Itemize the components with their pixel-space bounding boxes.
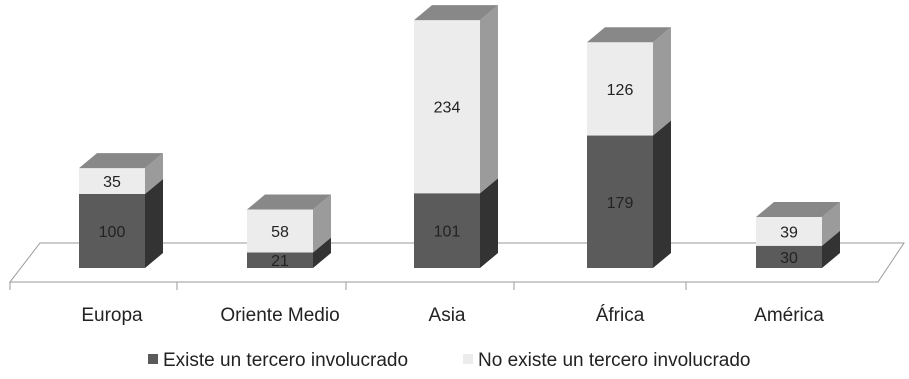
- legend-swatch-existe: [148, 354, 158, 364]
- data-label-existe-3: 179: [607, 195, 634, 212]
- data-label-existe-4: 30: [780, 250, 798, 267]
- bar-no-existe-3: [587, 42, 653, 136]
- bar-side-no-existe-2: [480, 5, 498, 194]
- legend-swatch-no-existe: [463, 354, 473, 364]
- data-label-no-existe-3: 126: [607, 82, 634, 99]
- bar-existe-2: [414, 193, 480, 268]
- data-label-existe-2: 101: [434, 224, 461, 241]
- bar-top-0: [79, 153, 163, 169]
- bar-side-no-existe-4: [822, 201, 840, 246]
- bar-side-existe-2: [480, 178, 498, 268]
- bar-existe-0: [79, 194, 145, 268]
- bar-stack-3: 179 126: [587, 27, 671, 268]
- data-label-no-existe-2: 234: [434, 100, 461, 117]
- data-label-no-existe-0: 35: [103, 174, 121, 191]
- data-label-existe-1: 21: [271, 253, 289, 270]
- bar-side-no-existe-1: [313, 194, 331, 253]
- bar-top-4: [756, 201, 840, 217]
- bar-stack-2: 101 234: [414, 5, 498, 268]
- bar-top-1: [247, 194, 331, 210]
- bar-no-existe-0: [79, 168, 145, 194]
- bar-top-3: [587, 27, 671, 43]
- bar-top-2: [414, 5, 498, 21]
- bar-side-existe-0: [145, 179, 163, 268]
- category-label-2: Asia: [429, 305, 466, 326]
- bar-existe-3: [587, 135, 653, 268]
- bar-side-no-existe-3: [653, 27, 671, 136]
- bar-existe-4: [756, 245, 822, 268]
- data-label-no-existe-1: 58: [271, 224, 289, 241]
- bar-side-no-existe-0: [145, 153, 163, 194]
- bar-stack-0: 100 35: [79, 153, 163, 268]
- data-label-no-existe-4: 39: [780, 224, 798, 241]
- bar-side-existe-1: [313, 237, 331, 268]
- bar-stack-1: 21 58: [247, 194, 331, 270]
- legend-label-no-existe: No existe un tercero involucrado: [478, 350, 750, 371]
- category-labels: Europa Oriente Medio Asia África América: [81, 305, 824, 326]
- bar-no-existe-1: [247, 209, 313, 253]
- bar-no-existe-4: [756, 216, 822, 246]
- bar-side-existe-4: [822, 230, 840, 268]
- category-label-0: Europa: [81, 305, 143, 326]
- bars-group: 100 35 21 58 101 234 179 126 30 39: [79, 5, 840, 270]
- data-label-existe-0: 100: [99, 224, 126, 241]
- bar-no-existe-2: [414, 20, 480, 194]
- bar-stack-4: 30 39: [756, 201, 840, 268]
- legend: Existe un tercero involucrado No existe …: [148, 350, 750, 371]
- category-label-3: África: [596, 305, 645, 326]
- bar-existe-1: [247, 252, 313, 268]
- bar-side-existe-3: [653, 120, 671, 268]
- legend-label-existe: Existe un tercero involucrado: [163, 350, 408, 371]
- category-label-1: Oriente Medio: [220, 305, 339, 326]
- category-label-4: América: [754, 305, 824, 326]
